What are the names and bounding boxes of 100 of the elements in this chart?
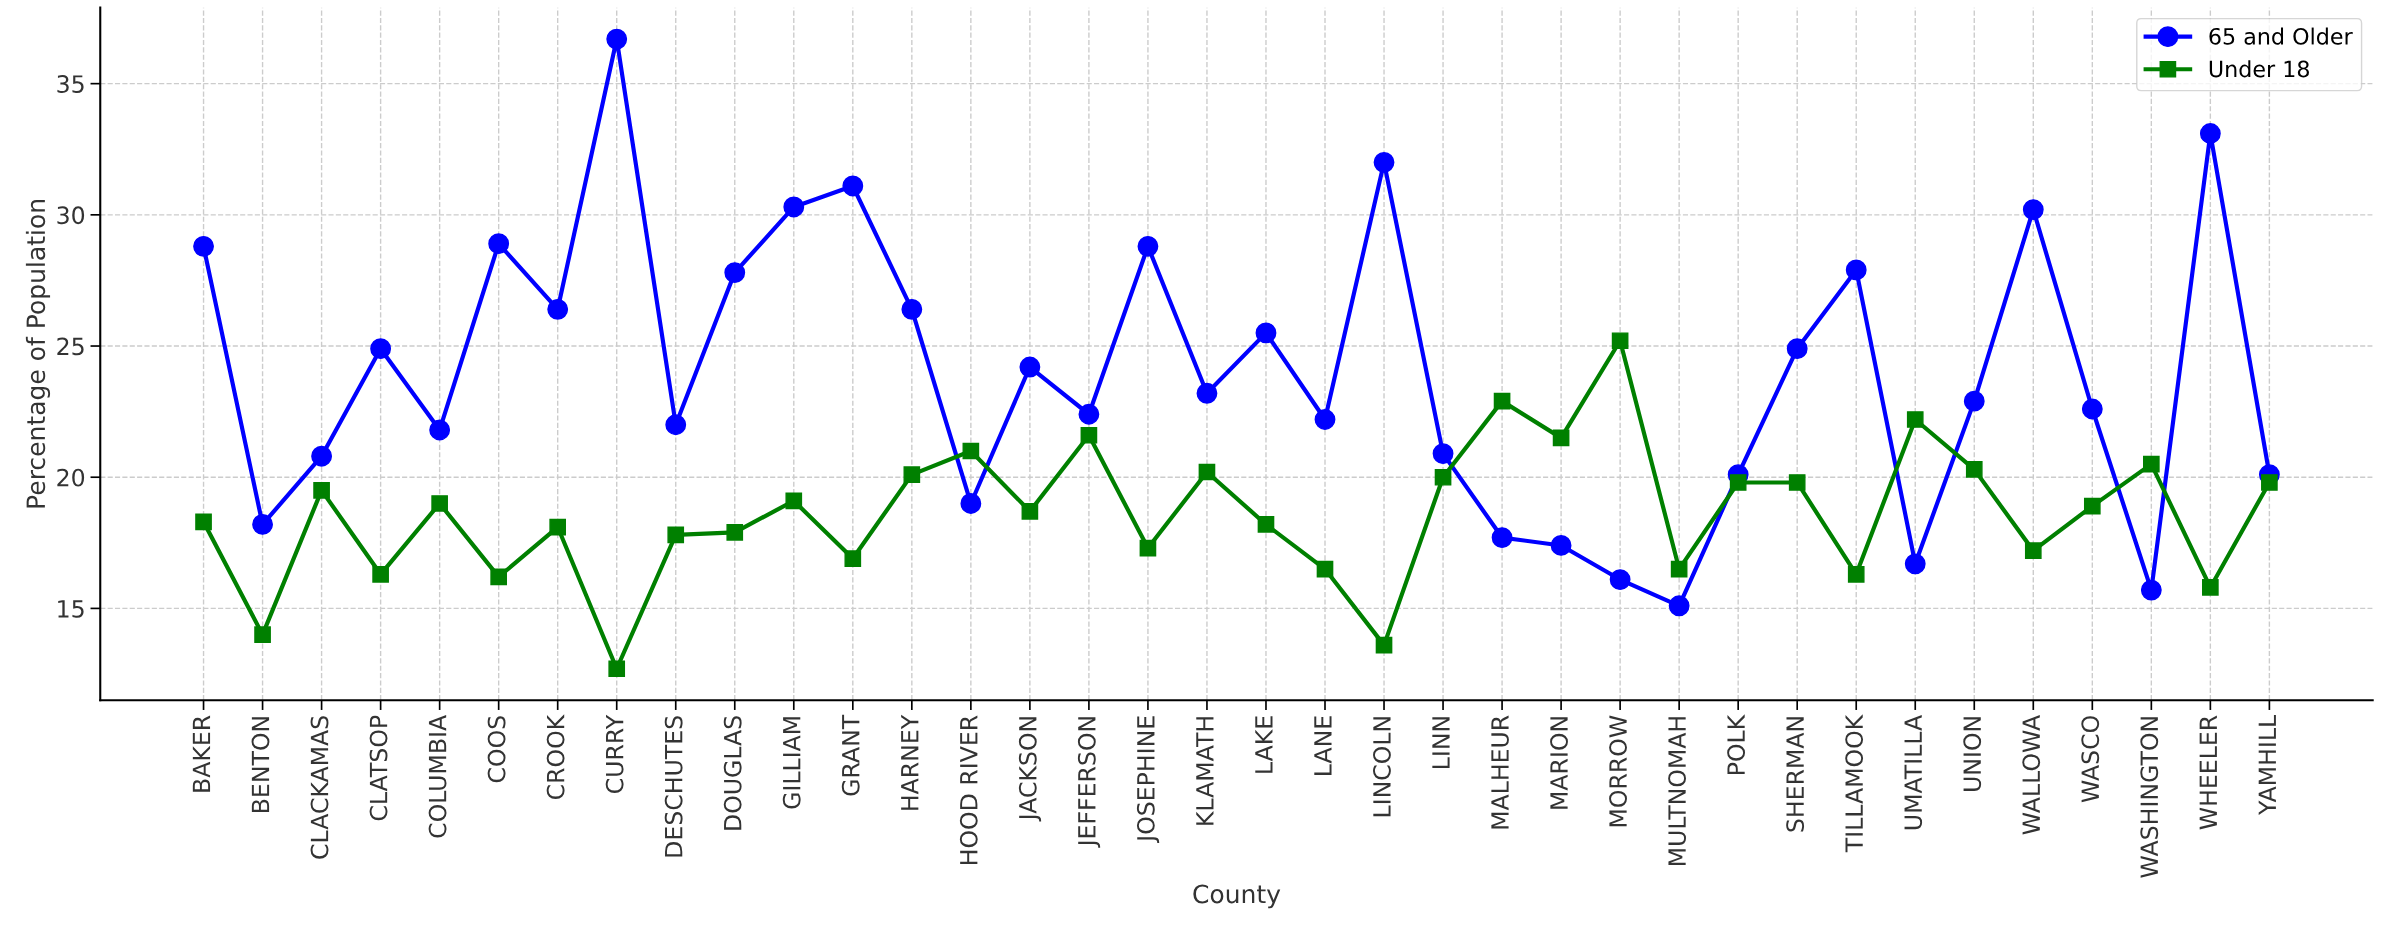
point [783, 196, 805, 218]
legend-label: Under 18 [2209, 60, 2309, 78]
point [1550, 535, 1572, 556]
x-tick-label: COLUMBIA [428, 715, 447, 838]
point [488, 233, 510, 255]
point [1080, 426, 1098, 444]
point [1139, 539, 1157, 557]
point [311, 445, 333, 467]
point [2199, 123, 2221, 144]
x-tick-label: HOOD RIVER [959, 715, 978, 864]
x-tick-label: JEFFERSON [1077, 717, 1101, 848]
y-axis-title: Percentage of Population [25, 200, 51, 508]
x-axis-title: County [1193, 884, 1281, 909]
y-tick-label: 30 [57, 206, 85, 225]
x-tick-label: CLACKAMAS [310, 716, 329, 859]
y-tick-label: 20 [57, 468, 85, 487]
point [1493, 392, 1511, 410]
x-tick-label: JACKSON [1018, 717, 1042, 822]
point [490, 568, 508, 586]
x-tick-label: GRANT [841, 714, 860, 796]
point [1788, 474, 1806, 491]
legend-label: 65 and Older [2209, 27, 2353, 45]
point [1786, 338, 1808, 360]
point [1078, 403, 1100, 425]
x-tick-label: LAKE [1255, 716, 1273, 773]
point [1963, 390, 1985, 412]
x-tick-label: LANE [1314, 716, 1332, 775]
point [608, 660, 626, 678]
x-tick-label: DESCHUTES [664, 716, 683, 857]
x-tick-label: WASCO [2081, 716, 2100, 803]
point [724, 262, 746, 283]
point [254, 626, 271, 643]
x-tick-label: COOS [487, 716, 506, 783]
x-tick-label: WASHINGTON [2140, 717, 2159, 878]
point [370, 338, 392, 360]
point [1434, 468, 1452, 486]
point [2083, 497, 2101, 515]
point [2022, 199, 2044, 221]
point [1375, 636, 1393, 654]
point [785, 492, 803, 510]
y-tick-label: 15 [58, 600, 84, 618]
x-tick-label: LINCOLN [1373, 717, 1391, 817]
point [1257, 516, 1275, 533]
x-tick-label: TILLAMOOK [1845, 714, 1864, 853]
point [1904, 553, 1926, 575]
x-tick-label: SHERMAN [1786, 717, 1805, 832]
x-tick-label: MORROW [1609, 715, 1627, 827]
point [1432, 443, 1454, 465]
x-tick-label: CROOK [546, 714, 565, 800]
point [313, 482, 330, 499]
x-tick-label: UMATILLA [1904, 715, 1923, 830]
x-tick-label: POLK [1727, 714, 1746, 774]
x-tick-label: MARION [1550, 717, 1568, 809]
point [1609, 569, 1631, 590]
x-tick-label: CLATSOP [369, 715, 388, 821]
point [195, 513, 212, 531]
x-tick-label: MALHEUR [1491, 715, 1509, 829]
point [547, 298, 569, 320]
point [1668, 595, 1690, 617]
point [1019, 356, 1041, 378]
point [1198, 463, 1216, 481]
x-tick-label: WALLOWA [2022, 715, 2041, 835]
point [372, 565, 389, 583]
x-tick-label: CURRY [605, 714, 624, 793]
point [901, 298, 923, 320]
point [1255, 322, 1277, 344]
point [665, 414, 687, 436]
point [667, 526, 685, 544]
point [1729, 474, 1747, 491]
x-tick-label: HARNEY [901, 714, 919, 810]
point [1491, 527, 1513, 548]
point [1316, 560, 1334, 578]
point [1021, 502, 1039, 520]
x-tick-label: DOUGLAS [723, 716, 742, 830]
point [960, 493, 982, 514]
x-tick-label: JOSEPHINE [1136, 716, 1160, 844]
point [2140, 579, 2162, 601]
point [1552, 429, 1570, 447]
point [1196, 382, 1218, 404]
point [1965, 461, 1983, 478]
point [1373, 151, 1395, 173]
y-tick-label: 25 [57, 337, 84, 356]
point [1906, 411, 1924, 428]
x-tick-label: WHEELER [2199, 715, 2217, 830]
point [1847, 565, 1865, 583]
point [1611, 332, 1629, 350]
x-tick-label: LINN [1432, 717, 1450, 768]
x-tick-label: KLAMATH [1196, 717, 1214, 825]
point [2261, 474, 2278, 491]
x-tick-label: BAKER [192, 715, 211, 792]
point [2202, 579, 2219, 596]
point [252, 514, 273, 535]
point [2024, 542, 2042, 560]
x-tick-label: GILLIAM [782, 717, 801, 809]
point [606, 28, 628, 50]
point [1670, 560, 1688, 578]
point [1845, 259, 1867, 281]
x-tick-label: BENTON [251, 717, 270, 812]
point [431, 495, 448, 512]
point [429, 419, 451, 441]
